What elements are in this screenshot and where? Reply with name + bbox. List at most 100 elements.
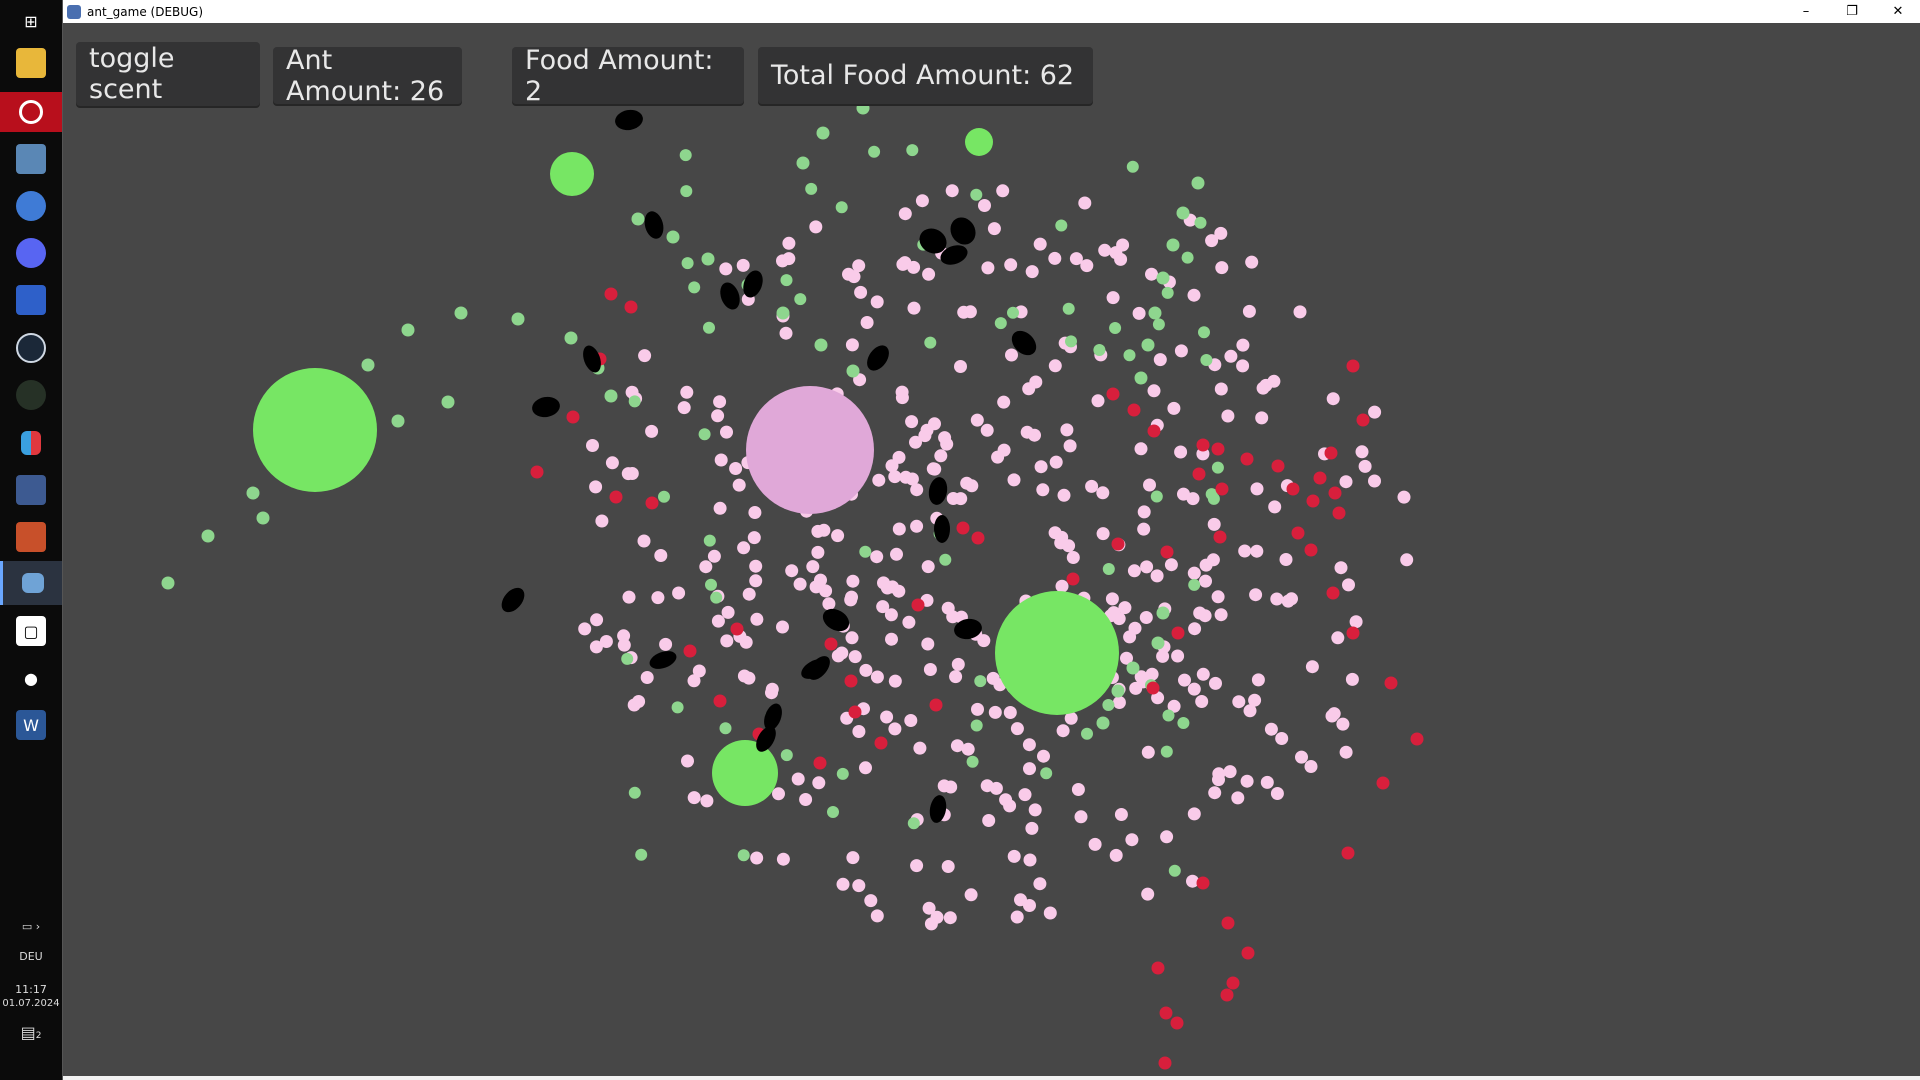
- home-scent-dot: [1025, 265, 1039, 279]
- danger-scent-dot: [971, 531, 985, 545]
- home-scent-dot: [1037, 749, 1050, 763]
- food-amount-label: Food Amount: 2: [512, 45, 744, 107]
- home-scent-dot: [1048, 359, 1062, 373]
- food-scent-dot: [703, 534, 716, 547]
- game-icon[interactable]: [16, 380, 46, 410]
- food-scent-dot: [705, 578, 717, 591]
- nintendo-icon[interactable]: [16, 428, 46, 458]
- home-scent-dot: [1004, 258, 1018, 272]
- home-scent-dot: [1003, 799, 1017, 813]
- food-scent-dot: [1191, 176, 1205, 190]
- danger-scent-dot: [609, 490, 623, 504]
- home-scent-dot: [1167, 401, 1181, 415]
- network-icon[interactable]: ▭ ›: [21, 920, 41, 933]
- food-source: [712, 740, 778, 806]
- home-scent-dot: [899, 470, 913, 484]
- home-scent-dot: [672, 586, 686, 600]
- home-scent-dot: [1397, 490, 1411, 504]
- home-scent-dot: [680, 385, 694, 399]
- danger-scent-dot: [1147, 424, 1161, 438]
- danger-scent-dot: [1158, 1056, 1172, 1070]
- minimize-button[interactable]: –: [1802, 4, 1810, 19]
- toggle-scent-button[interactable]: toggle scent: [76, 42, 260, 106]
- home-scent-dot: [750, 851, 764, 865]
- title-bar[interactable]: ant_game (DEBUG) – ❐ ✕: [63, 0, 1920, 23]
- home-scent-dot: [1215, 261, 1229, 275]
- game2-icon[interactable]: [16, 522, 46, 552]
- home-scent-dot: [605, 456, 619, 470]
- opera-icon[interactable]: [0, 92, 62, 132]
- steam-icon[interactable]: [16, 333, 46, 363]
- home-scent-dot: [915, 194, 929, 208]
- home-scent-dot: [1205, 234, 1219, 248]
- home-scent-dot: [884, 608, 898, 622]
- home-scent-dot: [1123, 630, 1137, 644]
- danger-scent-dot: [1271, 459, 1285, 473]
- home-scent-dot: [1066, 551, 1080, 564]
- ant-simulation-canvas[interactable]: [63, 23, 1920, 1077]
- notes-icon[interactable]: [16, 144, 46, 174]
- ant: [950, 217, 976, 245]
- home-scent-dot: [1150, 569, 1164, 583]
- home-scent-dot: [831, 529, 845, 543]
- danger-scent-dot: [1410, 732, 1424, 746]
- home-scent-dot: [1345, 672, 1359, 686]
- file-explorer-icon[interactable]: [16, 48, 46, 78]
- document-icon[interactable]: [16, 475, 46, 505]
- home-scent-dot: [765, 682, 779, 696]
- food-scent-dot: [868, 145, 881, 158]
- home-scent-dot: [1267, 374, 1281, 388]
- danger-scent-dot: [645, 496, 659, 510]
- home-scent-dot: [791, 772, 805, 786]
- home-scent-dot: [1211, 590, 1225, 604]
- home-scent-dot: [711, 409, 725, 423]
- food-scent-dot: [710, 591, 723, 604]
- home-scent-dot: [1368, 405, 1382, 419]
- home-scent-dot: [1107, 606, 1121, 620]
- home-scent-dot: [776, 620, 789, 634]
- language-indicator[interactable]: DEU: [19, 950, 43, 963]
- home-scent-dot: [1023, 762, 1036, 776]
- chat-icon[interactable]: ●: [24, 668, 38, 688]
- notification-icon[interactable]: ▤2: [20, 1023, 42, 1042]
- home-scent-dot: [1209, 676, 1222, 690]
- clock-time[interactable]: 11:17: [15, 983, 47, 996]
- ant: [501, 587, 525, 613]
- word-icon[interactable]: W: [16, 710, 46, 740]
- twitch-icon[interactable]: ▢: [16, 616, 46, 646]
- game-viewport[interactable]: toggle scent Ant Amount: 26 Food Amount:…: [63, 23, 1920, 1077]
- close-button[interactable]: ✕: [1892, 4, 1904, 19]
- clock-date[interactable]: 01.07.2024: [2, 998, 60, 1009]
- food-scent-dot: [161, 576, 175, 590]
- home-scent-dot: [880, 581, 894, 595]
- home-scent-dot: [1056, 724, 1070, 738]
- image-editor-icon[interactable]: [16, 285, 46, 315]
- food-scent-dot: [1081, 727, 1093, 740]
- food-scent-dot: [1156, 271, 1170, 285]
- home-scent-dot: [1010, 722, 1024, 736]
- home-scent-dot: [934, 449, 948, 463]
- paint-icon[interactable]: [16, 191, 46, 221]
- windows-icon[interactable]: ⊞: [24, 11, 38, 31]
- discord-icon[interactable]: [16, 238, 46, 268]
- home-scent-dot: [1096, 527, 1110, 541]
- home-scent-dot: [1221, 409, 1235, 423]
- danger-scent-dot: [1384, 676, 1398, 690]
- home-scent-dot: [1112, 696, 1126, 709]
- home-scent-dot: [750, 612, 764, 626]
- danger-scent-dot: [1341, 846, 1355, 860]
- home-scent-dot: [638, 349, 652, 363]
- ant: [756, 726, 776, 752]
- home-scent-dot: [1171, 649, 1185, 663]
- home-scent-dot: [907, 301, 921, 315]
- food-scent-dot: [1177, 717, 1190, 729]
- home-scent-dot: [654, 549, 668, 562]
- home-scent-dot: [1223, 765, 1237, 779]
- ant: [940, 245, 968, 265]
- home-scent-dot: [1187, 288, 1201, 302]
- godot-icon[interactable]: [0, 561, 62, 605]
- restore-button[interactable]: ❐: [1846, 4, 1858, 19]
- danger-scent-dot: [624, 300, 638, 314]
- taskbar: ⊞ ▢ ● W ▭ › DEU 11:17 01.07.2024 ▤2: [0, 0, 62, 1080]
- ant: [644, 211, 664, 239]
